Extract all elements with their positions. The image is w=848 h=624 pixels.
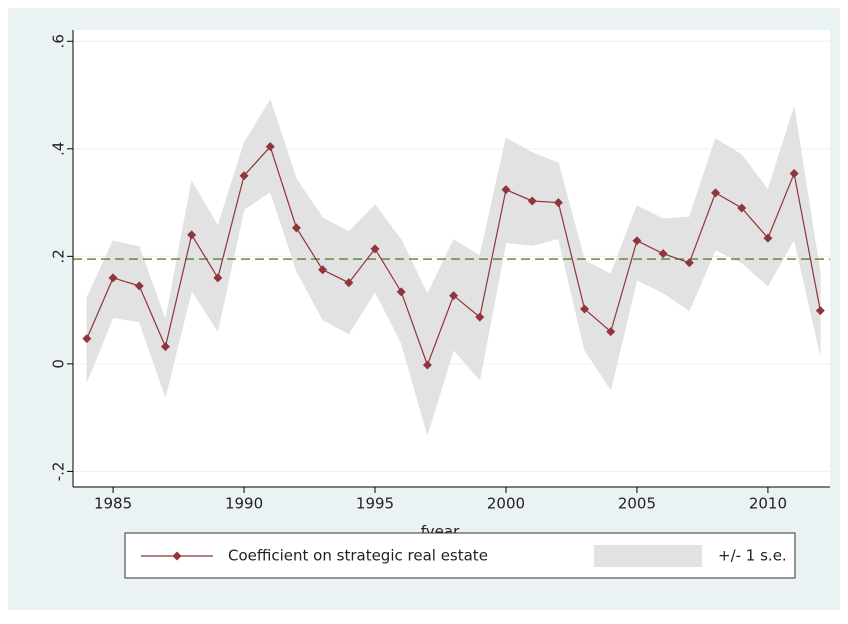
marker — [396, 287, 406, 297]
marker — [449, 291, 459, 301]
se-band — [636, 205, 664, 294]
marker — [475, 312, 485, 322]
y-tick-label: .2 — [50, 249, 68, 263]
marker — [344, 278, 354, 288]
marker — [711, 188, 721, 198]
marker — [134, 281, 144, 291]
marker — [108, 273, 118, 283]
marker — [82, 334, 92, 344]
x-tick-label: 1985 — [94, 495, 132, 513]
marker — [658, 249, 668, 259]
x-tick-label: 2010 — [749, 495, 787, 513]
x-tick-label: 1990 — [225, 495, 263, 513]
marker — [213, 273, 223, 283]
marker — [606, 327, 616, 337]
x-tick-label: 1995 — [356, 495, 394, 513]
x-tick-label: 2000 — [487, 495, 525, 513]
se-band — [531, 152, 559, 246]
marker — [553, 198, 563, 208]
marker — [684, 258, 694, 268]
marker — [422, 360, 432, 370]
marker — [291, 223, 301, 233]
x-tick-label: 2005 — [618, 495, 656, 513]
marker — [789, 169, 799, 179]
marker — [815, 306, 825, 316]
marker — [632, 236, 642, 246]
y-tick-label: .6 — [50, 34, 68, 48]
marker — [187, 230, 197, 240]
legend-marker — [172, 551, 182, 561]
marker — [527, 196, 537, 206]
marker — [160, 342, 170, 352]
legend-label: Coefficient on strategic real estate — [228, 547, 488, 565]
se-band — [793, 106, 821, 355]
y-tick-label: -.2 — [50, 462, 68, 482]
marker — [318, 265, 328, 275]
marker — [763, 233, 773, 243]
marker — [239, 171, 249, 181]
marker — [265, 142, 275, 152]
y-tick-label: .4 — [50, 142, 68, 156]
marker — [580, 304, 590, 314]
marker — [501, 185, 511, 195]
marker — [370, 244, 380, 254]
legend-swatch — [594, 545, 702, 567]
legend-label: +/- 1 s.e. — [718, 547, 787, 565]
y-tick-label: 0 — [50, 359, 68, 369]
marker — [737, 203, 747, 213]
